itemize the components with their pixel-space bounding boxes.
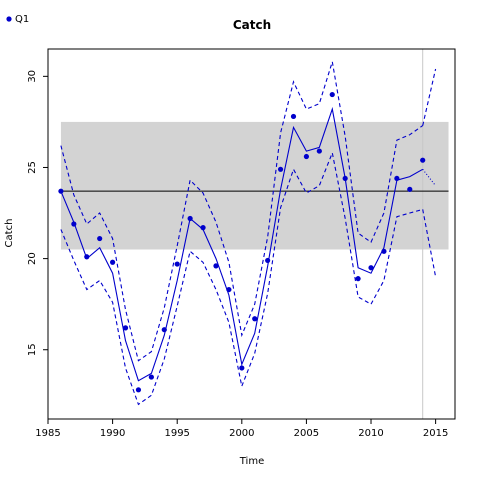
data-point-2003 bbox=[277, 166, 284, 172]
y-tick-label-15: 15 bbox=[27, 343, 38, 356]
y-tick-label-20: 20 bbox=[27, 252, 38, 265]
data-point-2007 bbox=[329, 91, 335, 98]
series-projection-lower-line bbox=[422, 209, 437, 277]
data-point-1993 bbox=[148, 374, 154, 380]
x-axis-title: Time bbox=[239, 456, 264, 467]
data-point-1995 bbox=[174, 261, 180, 267]
data-point-2010 bbox=[368, 265, 374, 271]
data-point-1991 bbox=[122, 325, 129, 331]
x-tick-label-1995: 1995 bbox=[164, 428, 189, 439]
data-point-1992 bbox=[135, 387, 142, 393]
data-point-1990 bbox=[110, 259, 116, 265]
data-point-2009 bbox=[355, 276, 361, 282]
legend: Q1 bbox=[6, 14, 29, 25]
data-point-2014 bbox=[420, 157, 426, 163]
x-tick-label-2005: 2005 bbox=[294, 428, 319, 439]
series-projection-fit-line bbox=[422, 168, 437, 187]
chart-title: Catch bbox=[233, 18, 271, 32]
data-point-2006 bbox=[316, 148, 322, 154]
y-tick-label-30: 30 bbox=[27, 70, 38, 83]
data-point-2005 bbox=[303, 153, 310, 160]
data-point-2013 bbox=[407, 186, 413, 192]
data-point-2000 bbox=[239, 365, 245, 371]
y-axis-title: Catch bbox=[4, 219, 15, 248]
plot-frame bbox=[47, 48, 456, 420]
x-tick-label-1990: 1990 bbox=[100, 428, 125, 439]
series-projection-upper-line bbox=[422, 68, 437, 126]
y-tick-label-25: 25 bbox=[27, 161, 38, 174]
x-tick-label-2000: 2000 bbox=[229, 428, 254, 439]
legend-marker-q1 bbox=[6, 16, 12, 22]
data-point-1989 bbox=[97, 235, 103, 242]
x-tick-label-1985: 1985 bbox=[35, 428, 60, 439]
x-tick-label-2015: 2015 bbox=[423, 428, 448, 439]
legend-label-q1: Q1 bbox=[15, 14, 29, 25]
x-tick-label-2010: 2010 bbox=[358, 428, 383, 439]
series-upper-line bbox=[60, 61, 424, 362]
axes: 1985 1990 1995 2000 2005 2010 2015 15 20 25 30 bbox=[27, 48, 456, 439]
data-point-2004 bbox=[290, 113, 297, 120]
data-point-1986 bbox=[58, 188, 64, 194]
series-fit-line bbox=[60, 106, 423, 382]
reference-band bbox=[60, 121, 449, 250]
data-point-1998 bbox=[213, 263, 219, 269]
plot-area bbox=[58, 49, 449, 419]
data-point-2001 bbox=[252, 316, 258, 322]
